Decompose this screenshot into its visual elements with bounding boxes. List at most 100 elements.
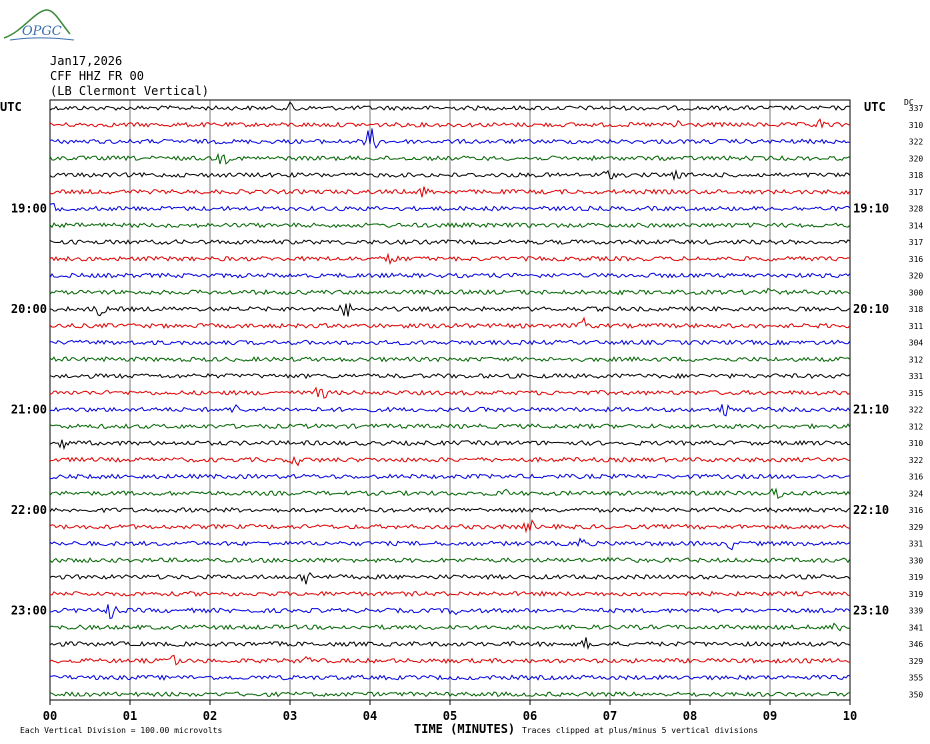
left-time-label: 23:00 <box>11 604 47 618</box>
right-time-label: 20:10 <box>853 302 889 316</box>
dc-offset-label: 329 <box>909 523 924 532</box>
x-tick-label: 06 <box>523 709 537 723</box>
dc-offset-label: 310 <box>909 121 924 130</box>
dc-offset-label: 346 <box>909 640 924 649</box>
dc-offset-label: 330 <box>909 556 924 565</box>
trace-line <box>49 519 851 534</box>
trace-line <box>49 339 851 346</box>
trace-line <box>49 439 851 451</box>
trace-line <box>49 537 851 551</box>
trace-line <box>49 316 851 329</box>
trace-line <box>49 168 851 182</box>
dc-offset-label: 320 <box>909 272 924 281</box>
x-tick-label: 09 <box>763 709 777 723</box>
trace-line <box>49 604 851 620</box>
trace-line <box>49 386 851 399</box>
dc-offset-label: 318 <box>909 305 924 314</box>
dc-offset-label: 315 <box>909 389 924 398</box>
dc-offset-label: 304 <box>909 339 924 348</box>
dc-offset-label: 331 <box>909 540 924 549</box>
dc-offset-label: 322 <box>909 138 924 147</box>
dc-offset-label: 320 <box>909 154 924 163</box>
dc-offset-label: 317 <box>909 238 924 247</box>
dc-offset-label: 331 <box>909 372 924 381</box>
dc-offset-label: 341 <box>909 623 924 632</box>
trace-line <box>49 674 851 681</box>
station-label: CFF HHZ FR 00 <box>50 69 144 83</box>
trace-line <box>49 128 851 149</box>
trace-line <box>49 556 851 564</box>
trace-line <box>49 590 851 598</box>
dc-offset-label: 329 <box>909 657 924 666</box>
dc-offset-label: 328 <box>909 205 924 214</box>
x-tick-label: 07 <box>603 709 617 723</box>
trace-line <box>49 637 851 650</box>
trace-line <box>49 186 851 198</box>
footnote-clip: Traces clipped at plus/minus 5 vertical … <box>522 726 759 735</box>
trace-line <box>49 101 851 112</box>
footnote-scale: Each Vertical Division = 100.00 microvol… <box>20 726 223 735</box>
dc-offset-label: 339 <box>909 607 924 616</box>
trace-line <box>49 152 851 165</box>
dc-offset-label: 300 <box>909 288 924 297</box>
dc-offset-label: 319 <box>909 573 924 582</box>
right-utc-label: UTC <box>864 100 886 114</box>
x-tick-label: 05 <box>443 709 457 723</box>
dc-offset-label: 350 <box>909 690 924 699</box>
trace-line <box>49 356 851 363</box>
dc-header-label: DC <box>904 98 914 107</box>
trace-line <box>49 222 851 229</box>
trace-line <box>49 252 851 266</box>
left-time-label: 19:00 <box>11 202 47 216</box>
x-tick-label: 02 <box>203 709 217 723</box>
dc-offset-label: 322 <box>909 406 924 415</box>
mountain-logo-icon <box>3 9 75 41</box>
dc-offset-label: 310 <box>909 439 924 448</box>
trace-line <box>49 272 851 279</box>
left-time-label: 22:00 <box>11 503 47 517</box>
trace-line <box>49 622 851 632</box>
trace-line <box>49 302 851 317</box>
trace-line <box>49 238 851 246</box>
trace-line <box>49 506 851 514</box>
right-time-label: 19:10 <box>853 202 889 216</box>
trace-line <box>49 423 851 430</box>
dc-offset-label: 316 <box>909 473 924 482</box>
trace-line <box>49 691 851 698</box>
dc-offset-label: 319 <box>909 590 924 599</box>
dc-offset-label: 337 <box>909 104 924 113</box>
right-time-label: 22:10 <box>853 503 889 517</box>
left-utc-label: UTC <box>0 100 22 114</box>
x-axis-title: TIME (MINUTES) <box>414 722 516 736</box>
x-tick-label: 03 <box>283 709 297 723</box>
x-tick-label: 08 <box>683 709 697 723</box>
dc-offset-label: 312 <box>909 355 924 364</box>
dc-offset-label: 324 <box>909 489 924 498</box>
left-time-label: 21:00 <box>11 403 47 417</box>
x-tick-label: 00 <box>43 709 57 723</box>
trace-line <box>49 473 851 480</box>
dc-offset-label: 316 <box>909 255 924 264</box>
trace-line <box>49 487 851 500</box>
x-tick-label: 10 <box>843 709 857 723</box>
logo-text: OPGC <box>22 24 62 39</box>
trace-line <box>49 571 851 585</box>
left-time-label: 20:00 <box>11 302 47 316</box>
dc-offset-label: 312 <box>909 422 924 431</box>
right-time-label: 23:10 <box>853 604 889 618</box>
trace-line <box>49 203 851 212</box>
trace-line <box>49 118 851 129</box>
logo: OPGC <box>0 4 80 44</box>
x-tick-label: 04 <box>363 709 377 723</box>
dc-offset-label: 355 <box>909 674 924 683</box>
x-tick-label: 01 <box>123 709 137 723</box>
dc-offset-label: 322 <box>909 456 924 465</box>
dc-offset-label: 318 <box>909 171 924 180</box>
trace-line <box>49 403 851 417</box>
location-label: (LB Clermont Vertical) <box>50 84 209 98</box>
right-time-label: 21:10 <box>853 403 889 417</box>
date-label: Jan17,2026 <box>50 54 123 68</box>
trace-line <box>49 455 851 467</box>
dc-offset-label: 316 <box>909 506 924 515</box>
